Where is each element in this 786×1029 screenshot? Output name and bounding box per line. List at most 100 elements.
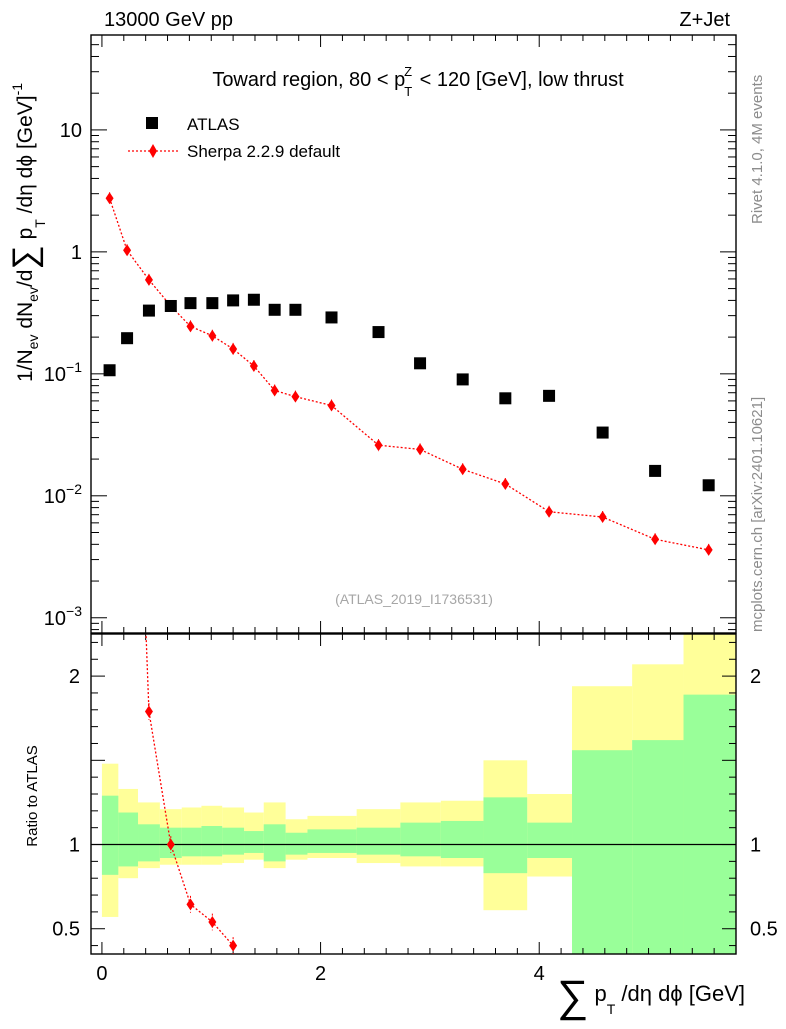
sherpa-point: [144, 273, 153, 286]
atlas-point: [289, 303, 302, 316]
atlas-point: [596, 426, 609, 439]
ratio-sherpa-point: [229, 939, 238, 952]
sherpa-point: [270, 384, 279, 397]
ratio-sherpa-point: [186, 898, 195, 911]
rivet-version-label: Rivet 4.1.0, 4M events: [749, 75, 766, 224]
legend-atlas-marker: [146, 117, 158, 129]
main-y-tick-label: 10−1: [44, 359, 82, 386]
ratio-series-layer: [123, 123, 238, 954]
sherpa-point: [704, 543, 713, 556]
band-green-17: [632, 740, 684, 954]
atlas-point: [649, 464, 662, 477]
axis-ticks: 0 2 4 10−3 10−2 10−1 1 10 0.5 0.5 1 1 2 2: [44, 34, 778, 985]
atlas-point: [268, 303, 281, 316]
sherpa-point: [105, 192, 114, 205]
sherpa-point: [249, 359, 258, 372]
sherpa-point: [123, 244, 132, 257]
atlas-point: [206, 297, 219, 310]
ylabel-sub2: ev: [25, 287, 41, 302]
atlas-point: [142, 304, 155, 317]
ratio-y-axis-label: Ratio to ATLAS: [24, 745, 41, 846]
x-tick-label: 4: [534, 963, 545, 985]
ylabel-sum: ∑: [6, 245, 44, 269]
band-green-11: [356, 827, 401, 855]
band-green-12: [400, 822, 441, 857]
ylabel-sub1: ev: [25, 335, 41, 350]
ratio-y-tick-label-left: 0.5: [52, 919, 80, 941]
plot-title-part2: < 120 [GeV], low thrust: [414, 69, 624, 91]
atlas-point: [543, 389, 556, 402]
plot-title-sup: Z: [404, 64, 412, 79]
ylabel-part5: /dη dϕ [GeV]: [14, 95, 37, 219]
ratio-uncertainty-bands: [101, 634, 736, 954]
band-green-0: [101, 795, 119, 875]
ylabel-sup: -1: [9, 83, 25, 96]
atlas-point: [456, 373, 469, 386]
sherpa-point: [416, 443, 425, 456]
sherpa-point: [545, 505, 554, 518]
band-green-2: [138, 824, 160, 862]
main-y-tick-label: 10−3: [44, 603, 82, 630]
sherpa-line: [108, 198, 709, 551]
atlas-point: [227, 294, 240, 307]
legend-sherpa-label: Sherpa 2.2.9 default: [187, 142, 340, 161]
ylabel-part4: p: [14, 228, 37, 246]
ratio-y-tick-label-left: 1: [69, 835, 80, 857]
atlas-point: [247, 293, 260, 306]
main-series-layer: [103, 192, 715, 556]
atlas-point: [184, 297, 197, 310]
atlas-point: [164, 299, 177, 312]
sherpa-point: [229, 342, 238, 355]
band-green-8: [263, 824, 286, 862]
plot-title-sub: T: [404, 84, 412, 99]
band-green-14: [483, 797, 528, 874]
atlas-point: [121, 332, 134, 345]
atlas-point: [702, 479, 715, 492]
mcplots-label: mcplots.cern.ch [arXiv:2401.10621]: [749, 397, 766, 632]
sherpa-point: [291, 390, 300, 403]
band-green-16: [572, 750, 633, 954]
ylabel-sub3: T: [32, 219, 48, 228]
band-green-15: [527, 822, 573, 858]
sherpa-point: [374, 439, 383, 452]
ylabel-part2: dN: [14, 302, 37, 335]
atlas-point: [499, 392, 512, 405]
sherpa-point: [208, 329, 217, 342]
ratio-sherpa-point: [208, 916, 217, 928]
main-y-tick-label: 10−2: [44, 481, 82, 508]
atlas-point: [325, 311, 338, 324]
x-tick-label: 2: [315, 963, 326, 985]
plot-title-part1: Toward region, 80 < p: [212, 69, 405, 91]
band-green-7: [244, 831, 264, 853]
legend-sherpa-marker: [149, 144, 157, 158]
band-green-4: [181, 827, 202, 857]
ratio-y-tick-label-right: 2: [750, 666, 761, 688]
xlabel-sum: ∑: [557, 972, 588, 1021]
ratio-y-tick-label-left: 2: [69, 666, 80, 688]
header-left-label: 13000 GeV pp: [104, 9, 233, 31]
ratio-sherpa-point: [166, 838, 175, 851]
band-green-5: [201, 826, 223, 857]
main-y-axis-label: 1/Nev dNev/d∑ pT /dη dϕ [GeV]-1: [6, 83, 48, 382]
sherpa-point: [458, 463, 467, 476]
xlabel-part2: /dη dϕ [GeV]: [615, 981, 745, 1006]
ratio-y-tick-label-right: 0.5: [750, 919, 778, 941]
band-green-6: [222, 827, 245, 855]
legend: ATLAS Sherpa 2.2.9 default: [128, 115, 340, 161]
x-axis-label: ∑ pT /dη dϕ [GeV]: [557, 972, 745, 1021]
ratio-sherpa-point: [144, 705, 153, 718]
legend-atlas-label: ATLAS: [187, 115, 240, 134]
atlas-point: [414, 357, 427, 370]
ratio-y-tick-label-right: 1: [750, 835, 761, 857]
sherpa-point: [186, 320, 195, 333]
header-right-label: Z+Jet: [679, 9, 730, 31]
ylabel-part1: 1/N: [14, 349, 37, 382]
plot-title: Toward region, 80 < pTZ < 120 [GeV], low…: [212, 64, 624, 99]
main-panel-frame: [90, 34, 737, 634]
atlas-point: [103, 364, 116, 377]
band-green-10: [307, 829, 357, 853]
ratio-sherpa-point: [123, 123, 131, 135]
band-green-13: [440, 820, 484, 858]
